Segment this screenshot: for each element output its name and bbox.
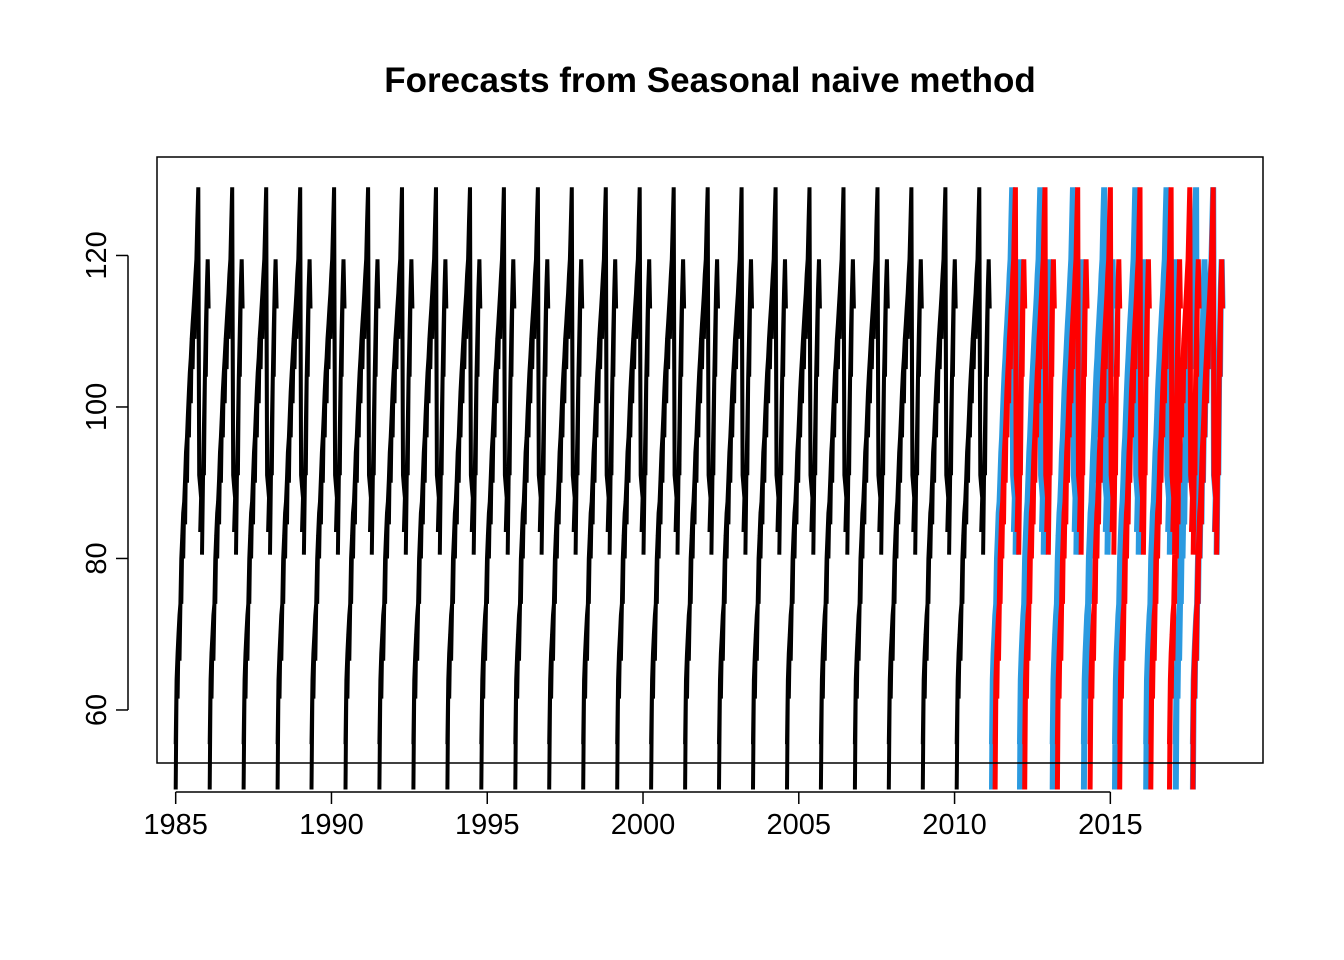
series-layer xyxy=(173,187,1226,790)
x-tick-label: 2015 xyxy=(1078,809,1143,841)
x-tick-label: 1990 xyxy=(299,809,364,841)
chart-title: Forecasts from Seasonal naive method xyxy=(384,61,1036,100)
y-axis: 60 80 100 120 xyxy=(81,231,129,726)
forecast-series-line xyxy=(992,187,1225,790)
x-tick-label: 1985 xyxy=(143,809,208,841)
x-tick-label: 2010 xyxy=(922,809,987,841)
x-tick-label: 2005 xyxy=(767,809,832,841)
y-tick-label: 80 xyxy=(81,542,113,574)
x-axis: 1985 1990 1995 2000 2005 2010 2015 xyxy=(143,791,1143,841)
y-tick-label: 120 xyxy=(81,231,113,279)
y-tick-label: 60 xyxy=(81,694,113,726)
x-tick-label: 1995 xyxy=(455,809,520,841)
plot-frame xyxy=(156,156,1264,764)
x-tick-label: 2000 xyxy=(611,809,676,841)
observed-series-line xyxy=(173,187,992,790)
y-tick-label: 100 xyxy=(81,383,113,431)
